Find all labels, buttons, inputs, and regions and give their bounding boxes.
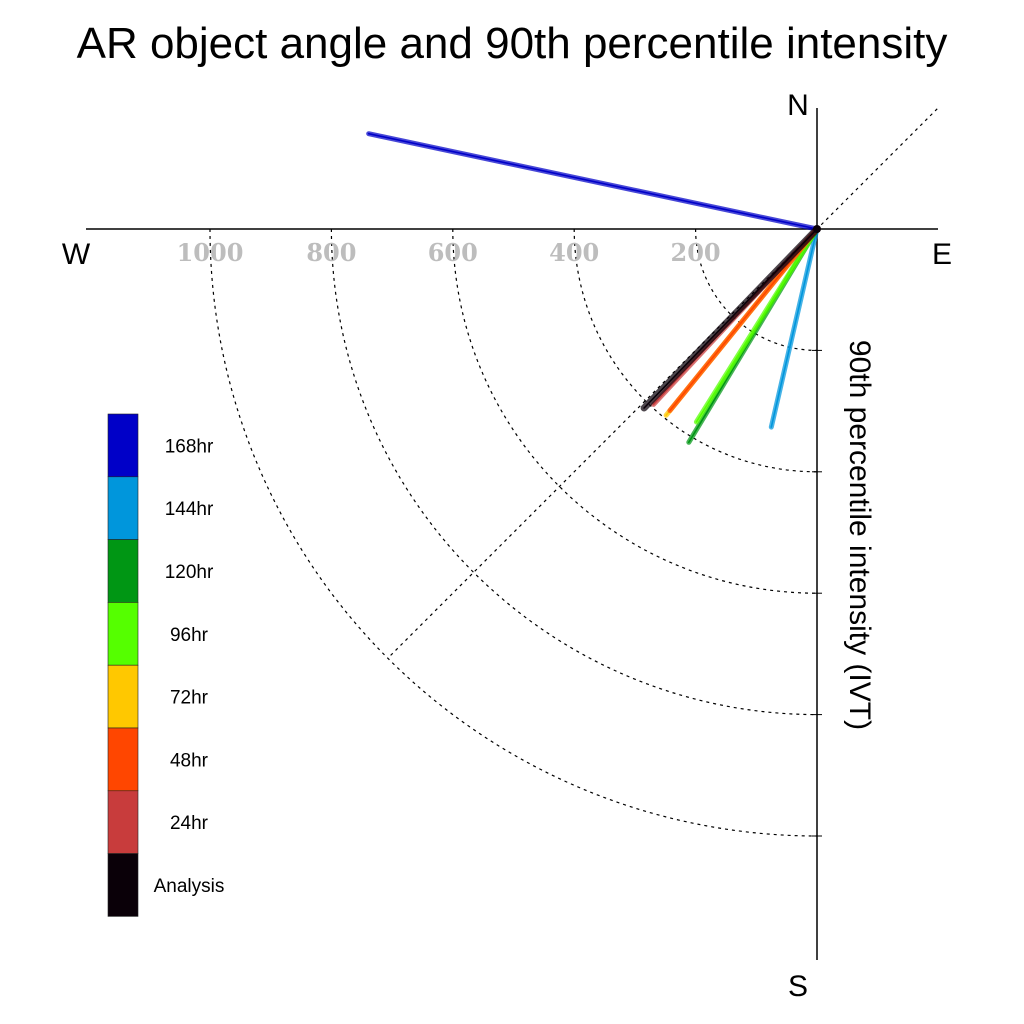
legend-label-168hr: 168hr: [165, 436, 214, 457]
legend-swatch-144hr: [107, 476, 139, 540]
legend-swatch-168hr: [107, 413, 139, 478]
compass-east: E: [932, 238, 952, 271]
tick-label-600: 600: [428, 238, 478, 267]
compass-north: N: [787, 89, 809, 122]
legend-label-144hr: 144hr: [165, 499, 214, 520]
series-vectors: [366, 131, 821, 445]
legend: 168hr 144hr 120hr 96hr 72hr 48hr 24hr Analysis: [107, 413, 225, 917]
legend-label-analysis: Analysis: [154, 876, 225, 897]
vector-core-144hr: [770, 228, 818, 428]
origin-marker: [813, 225, 821, 233]
vector-core-168hr: [367, 132, 818, 230]
legend-label-120hr: 120hr: [165, 562, 214, 583]
tick-label-1000: 1000: [177, 238, 244, 267]
tick-label-200: 200: [671, 238, 721, 267]
radial-axis-label: 90th percentile intensity (IVT): [843, 340, 876, 730]
legend-label-48hr: 48hr: [170, 750, 209, 771]
chart-title: AR object angle and 90th percentile inte…: [77, 19, 948, 68]
legend-swatch-96hr: [107, 602, 139, 666]
legend-label-72hr: 72hr: [170, 688, 209, 709]
guide-arc-600: [452, 228, 818, 594]
legend-swatch-120hr: [107, 539, 139, 603]
guide-arc-1000: [209, 228, 818, 837]
compass-west: W: [62, 238, 91, 271]
legend-swatch-24hr: [107, 790, 139, 854]
compass-south: S: [788, 970, 808, 1003]
vector-core-analysis: [643, 228, 818, 409]
radial-tick-labels: 200 400 600 800 1000: [177, 238, 721, 267]
quadrant-guide-arcs: [209, 228, 818, 837]
legend-swatch-72hr: [107, 664, 139, 729]
legend-swatch-48hr: [107, 727, 139, 792]
guide-arc-400: [573, 228, 818, 473]
legend-swatch-analysis: [107, 853, 139, 917]
tick-label-800: 800: [306, 238, 356, 267]
vector-core-96hr: [695, 228, 818, 423]
legend-label-96hr: 96hr: [170, 625, 209, 646]
axis-ticks: [812, 349, 822, 837]
tick-label-400: 400: [549, 238, 599, 267]
legend-label-24hr: 24hr: [170, 813, 209, 834]
